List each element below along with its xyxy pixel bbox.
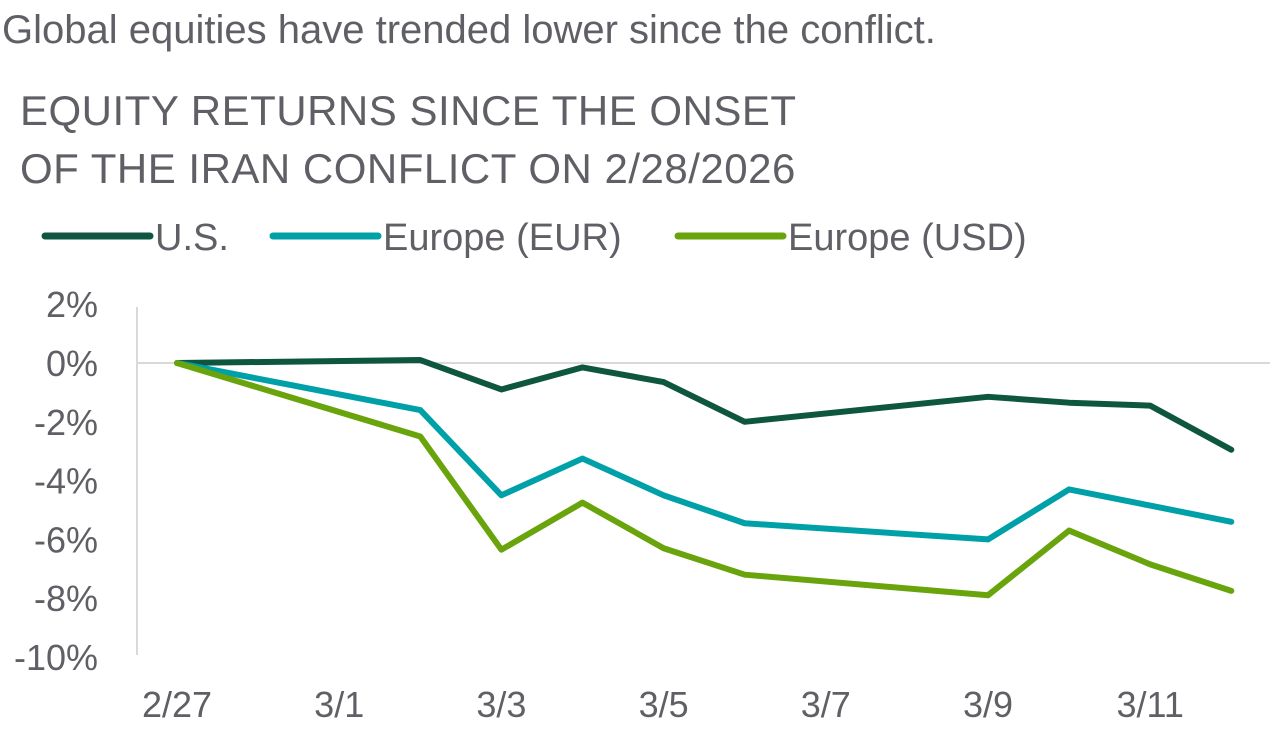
y-tick-label: -6% xyxy=(34,519,98,560)
y-tick-label: 2% xyxy=(46,284,98,325)
y-tick-label: 0% xyxy=(46,343,98,384)
headline: Global equities have trended lower since… xyxy=(2,8,936,52)
series-line-0 xyxy=(174,357,1235,453)
y-tick-label: -8% xyxy=(34,578,98,619)
legend-label-2: Europe (USD) xyxy=(788,217,1027,259)
legend-label-0: U.S. xyxy=(155,217,229,259)
x-tick-label: 2/27 xyxy=(142,684,212,725)
series-line-2 xyxy=(174,360,1235,599)
chart-title: EQUITY RETURNS SINCE THE ONSET OF THE IR… xyxy=(20,87,797,192)
y-tick-label: -10% xyxy=(14,637,98,678)
series-line-1 xyxy=(174,360,1235,543)
x-tick-label: 3/3 xyxy=(476,684,526,725)
y-tick-label: -2% xyxy=(34,402,98,443)
y-tick-label: -4% xyxy=(34,461,98,502)
x-tick-label: 3/7 xyxy=(801,684,851,725)
x-tick-label: 3/5 xyxy=(639,684,689,725)
x-tick-label: 3/9 xyxy=(963,684,1013,725)
legend-label-1: Europe (EUR) xyxy=(383,217,622,259)
x-tick-label: 3/1 xyxy=(314,684,364,725)
x-tick-label: 3/11 xyxy=(1116,684,1183,725)
